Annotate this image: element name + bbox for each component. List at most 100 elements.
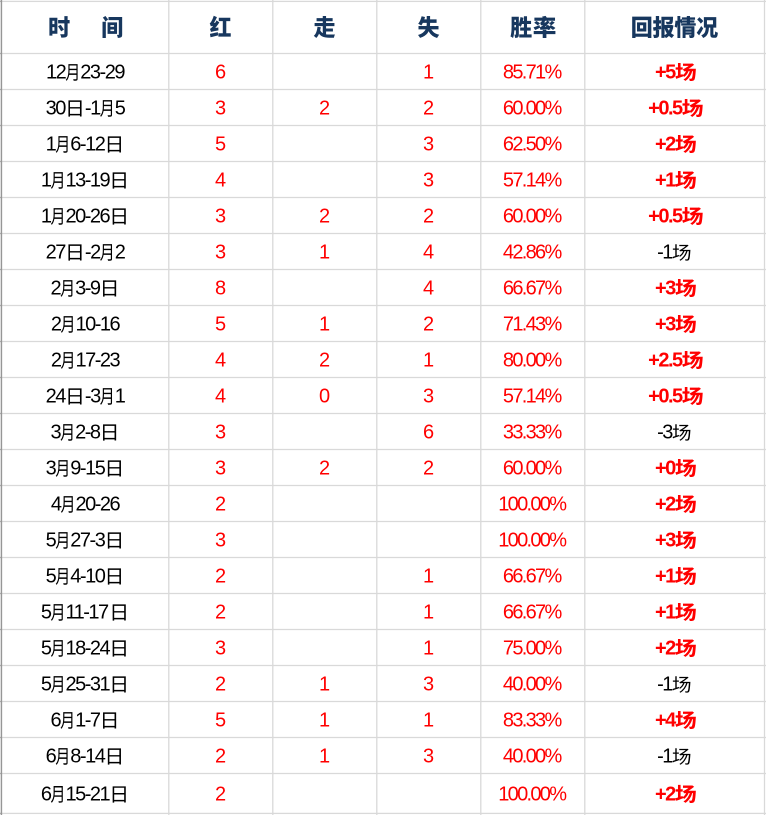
svg-text:1: 1 (423, 62, 434, 84)
svg-text:3: 3 (423, 746, 434, 768)
svg-text:57.14%: 57.14% (503, 170, 563, 192)
svg-text:60.00%: 60.00% (503, 458, 563, 480)
svg-text:2-8: 2-8 (75, 422, 101, 444)
svg-text:5: 5 (215, 710, 226, 732)
svg-text:2: 2 (319, 206, 330, 228)
svg-text:2: 2 (423, 314, 434, 336)
svg-text:100.00%: 100.00% (498, 494, 567, 516)
svg-text:6: 6 (423, 422, 434, 444)
svg-text:2: 2 (423, 206, 434, 228)
svg-text:1: 1 (319, 746, 330, 768)
svg-text:-3: -3 (85, 386, 101, 408)
svg-text:+4: +4 (655, 710, 677, 732)
svg-text:20-26: 20-26 (75, 494, 120, 516)
svg-text:+5: +5 (655, 62, 676, 84)
svg-text:6-12: 6-12 (70, 134, 105, 156)
svg-text:-1: -1 (657, 674, 673, 696)
svg-text:+3: +3 (655, 314, 676, 336)
svg-text:60.00%: 60.00% (503, 98, 563, 120)
svg-text:8-14: 8-14 (70, 746, 105, 768)
svg-text:5: 5 (215, 314, 226, 336)
svg-text:80.00%: 80.00% (503, 350, 563, 372)
svg-text:-3: -3 (657, 422, 673, 444)
svg-text:+0.5: +0.5 (648, 386, 683, 408)
svg-text:2: 2 (215, 602, 226, 624)
svg-text:40.00%: 40.00% (503, 746, 563, 768)
svg-text:3-9: 3-9 (75, 278, 101, 300)
svg-text:1: 1 (115, 386, 126, 408)
svg-text:3: 3 (215, 422, 226, 444)
svg-text:5: 5 (41, 638, 52, 660)
svg-text:4: 4 (423, 242, 434, 264)
svg-text:15-21: 15-21 (65, 784, 110, 806)
svg-text:13-19: 13-19 (65, 170, 110, 192)
svg-text:40.00%: 40.00% (503, 674, 563, 696)
svg-text:27: 27 (46, 242, 67, 264)
svg-text:1: 1 (319, 710, 330, 732)
svg-text:3: 3 (423, 170, 434, 192)
svg-text:4: 4 (215, 386, 226, 408)
svg-text:2: 2 (51, 350, 62, 372)
svg-text:5: 5 (46, 566, 57, 588)
svg-text:71.43%: 71.43% (503, 314, 563, 336)
svg-text:1: 1 (423, 566, 434, 588)
svg-text:2: 2 (51, 314, 62, 336)
svg-text:-1: -1 (657, 242, 673, 264)
svg-text:1: 1 (423, 638, 434, 660)
svg-text:3: 3 (215, 458, 226, 480)
svg-text:+0: +0 (655, 458, 676, 480)
svg-text:1: 1 (41, 170, 52, 192)
svg-text:11-17: 11-17 (65, 602, 109, 624)
svg-text:2: 2 (423, 98, 434, 120)
svg-text:17-23: 17-23 (75, 350, 120, 372)
svg-text:6: 6 (41, 784, 52, 806)
svg-text:1: 1 (41, 206, 52, 228)
svg-text:0: 0 (319, 386, 330, 408)
svg-text:10-16: 10-16 (75, 314, 120, 336)
svg-text:4: 4 (51, 494, 62, 516)
svg-text:+1: +1 (655, 566, 676, 588)
svg-text:24: 24 (46, 386, 67, 408)
svg-text:66.67%: 66.67% (503, 566, 563, 588)
svg-text:2: 2 (215, 746, 226, 768)
svg-text:5: 5 (41, 674, 52, 696)
svg-text:62.50%: 62.50% (503, 134, 563, 156)
svg-text:+0.5: +0.5 (648, 206, 683, 228)
svg-text:+2: +2 (655, 784, 676, 806)
svg-text:-1: -1 (657, 746, 673, 768)
svg-text:100.00%: 100.00% (498, 784, 567, 806)
svg-text:5: 5 (41, 602, 52, 624)
svg-text:18-24: 18-24 (65, 638, 110, 660)
svg-text:1: 1 (423, 602, 434, 624)
svg-text:2: 2 (423, 458, 434, 480)
svg-text:12: 12 (46, 62, 67, 84)
svg-text:3: 3 (215, 530, 226, 552)
svg-text:+2.5: +2.5 (648, 350, 683, 372)
svg-text:1: 1 (319, 314, 330, 336)
svg-text:-2: -2 (85, 242, 101, 264)
svg-text:5: 5 (215, 134, 226, 156)
svg-text:30: 30 (46, 98, 67, 120)
svg-text:85.71%: 85.71% (503, 62, 563, 84)
svg-text:+2: +2 (655, 494, 676, 516)
svg-text:4-10: 4-10 (70, 566, 105, 588)
svg-text:2: 2 (115, 242, 126, 264)
svg-text:5: 5 (46, 530, 57, 552)
svg-text:3: 3 (46, 458, 57, 480)
svg-text:1: 1 (319, 674, 330, 696)
svg-text:20-26: 20-26 (65, 206, 110, 228)
svg-text:42.86%: 42.86% (503, 242, 563, 264)
svg-text:+2: +2 (655, 134, 676, 156)
svg-text:83.33%: 83.33% (503, 710, 563, 732)
svg-text:2: 2 (319, 350, 330, 372)
svg-text:3: 3 (215, 638, 226, 660)
svg-text:1: 1 (46, 134, 57, 156)
svg-text:3: 3 (50, 422, 61, 444)
svg-text:+3: +3 (655, 530, 676, 552)
svg-text:2: 2 (319, 98, 330, 120)
svg-text:+2: +2 (655, 638, 676, 660)
svg-text:1: 1 (423, 710, 434, 732)
svg-text:2: 2 (50, 278, 61, 300)
svg-text:+3: +3 (655, 278, 676, 300)
svg-text:3: 3 (215, 206, 226, 228)
